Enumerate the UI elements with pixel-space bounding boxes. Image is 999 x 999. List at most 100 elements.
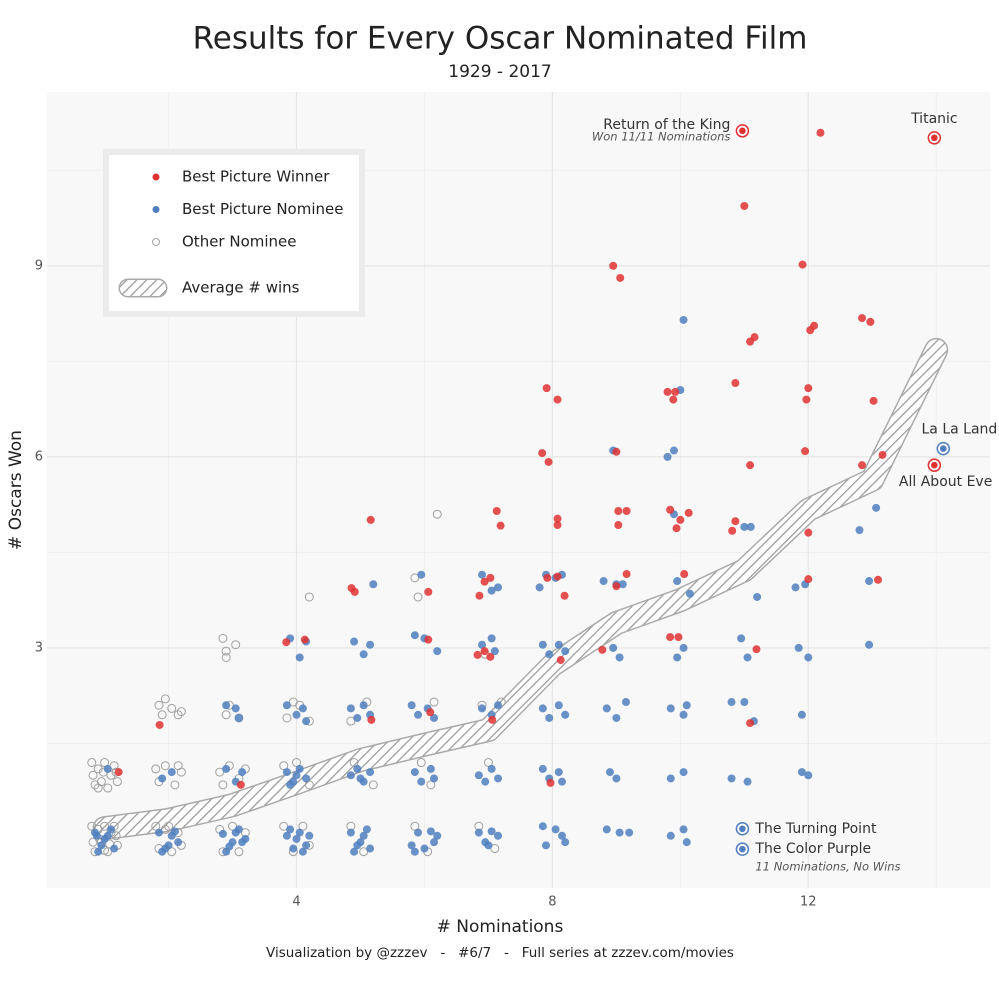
annotated-point [939,445,947,452]
scatter-point [612,447,621,456]
scatter-point [666,704,675,713]
scatter-point [556,656,565,665]
scatter-point [538,764,547,773]
average-band [94,339,947,839]
scatter-point [292,710,301,719]
scatter-point [791,583,800,592]
scatter-point [855,526,864,535]
scatter-point [110,844,119,853]
scatter-point [740,522,749,531]
scatter-point [103,783,113,793]
scatter-point [612,774,621,783]
scatter-point [414,828,423,837]
scatter-point [538,822,547,831]
scatter-point [353,764,362,773]
scatter-point [545,713,554,722]
scatter-point [94,847,103,856]
y-tick-label: 6 [35,449,43,464]
scatter-point [682,701,691,710]
scatter-point [222,847,231,856]
scatter-point [673,653,682,662]
scatter-point [100,834,109,843]
scatter-point [478,570,487,579]
scatter-point [612,713,621,722]
legend-marker [152,206,160,213]
scatter-point [554,640,563,649]
scatter-point [173,710,183,720]
x-axis-label: # Nominations [437,917,564,937]
scatter-point [672,524,681,533]
scatter-point [599,577,608,586]
scatter-point [103,764,112,773]
scatter-point [615,828,624,837]
scatter-point [167,768,176,777]
scatter-point [553,572,562,581]
scatter-point [164,821,174,831]
scatter-point [241,834,250,843]
annotation-note: Won 11/11 Nominations [592,129,731,143]
scatter-point [155,720,164,729]
scatter-point [218,633,228,643]
legend: Best Picture Winner Best Picture Nominee O… [103,149,365,317]
scatter-point [618,580,627,589]
scatter-point [680,570,689,579]
scatter-point [804,384,813,393]
scatter-point [353,713,362,722]
scatter-point [878,450,887,459]
scatter-point [553,514,562,523]
scatter-point [666,774,675,783]
scatter-point [858,314,867,323]
scatter-point [410,768,419,777]
scatter-point [496,521,505,530]
scatter-point [492,507,501,516]
scatter-point [114,768,123,777]
scatter-point [560,591,569,600]
scatter-point [221,652,231,662]
scatter-point [869,396,878,405]
scatter-point [430,774,439,783]
scatter-point [414,710,423,719]
scatter-point [622,507,631,516]
scatter-point [475,591,484,600]
scatter-point [87,758,97,768]
scatter-point [346,828,355,837]
legend-label: Best Picture Nominee [182,200,343,218]
scatter-point [676,515,685,524]
scatter-point [794,643,803,652]
scatter-point [430,713,439,722]
scatter-point [614,507,623,516]
scatter-point [366,515,375,524]
x-tick-label: 12 [800,895,817,910]
legend-label: Best Picture Winner [182,168,330,186]
scatter-point [546,778,555,787]
scatter-point [802,395,811,404]
scatter-point [298,847,307,856]
scatter-point [625,828,634,837]
scatter-point [663,387,672,396]
scatter-point [359,701,368,710]
scatter-point [488,715,497,724]
scatter-point [666,633,675,642]
scatter-point [684,508,693,517]
scatter-point [286,780,295,789]
scatter-point [416,758,426,768]
scatter-point [218,829,227,838]
scatter-point [424,635,433,644]
scatter-point [366,844,375,853]
scatter-point [304,592,314,602]
annotated-point [931,134,938,142]
y-axis-label: # Oscars Won [6,430,26,550]
scatter-point [561,710,570,719]
scatter-point [158,847,167,856]
scatter-point [478,640,487,649]
scatter-point [356,838,365,847]
scatter-point [816,128,825,137]
scatter-point [369,580,378,589]
scatter-point [858,461,867,470]
scatter-point [432,509,442,519]
caption: Visualization by @zzzev - #6/7 - Full se… [266,945,734,961]
scatter-point [359,650,368,659]
scatter-point [727,698,736,707]
scatter-point [164,841,173,850]
